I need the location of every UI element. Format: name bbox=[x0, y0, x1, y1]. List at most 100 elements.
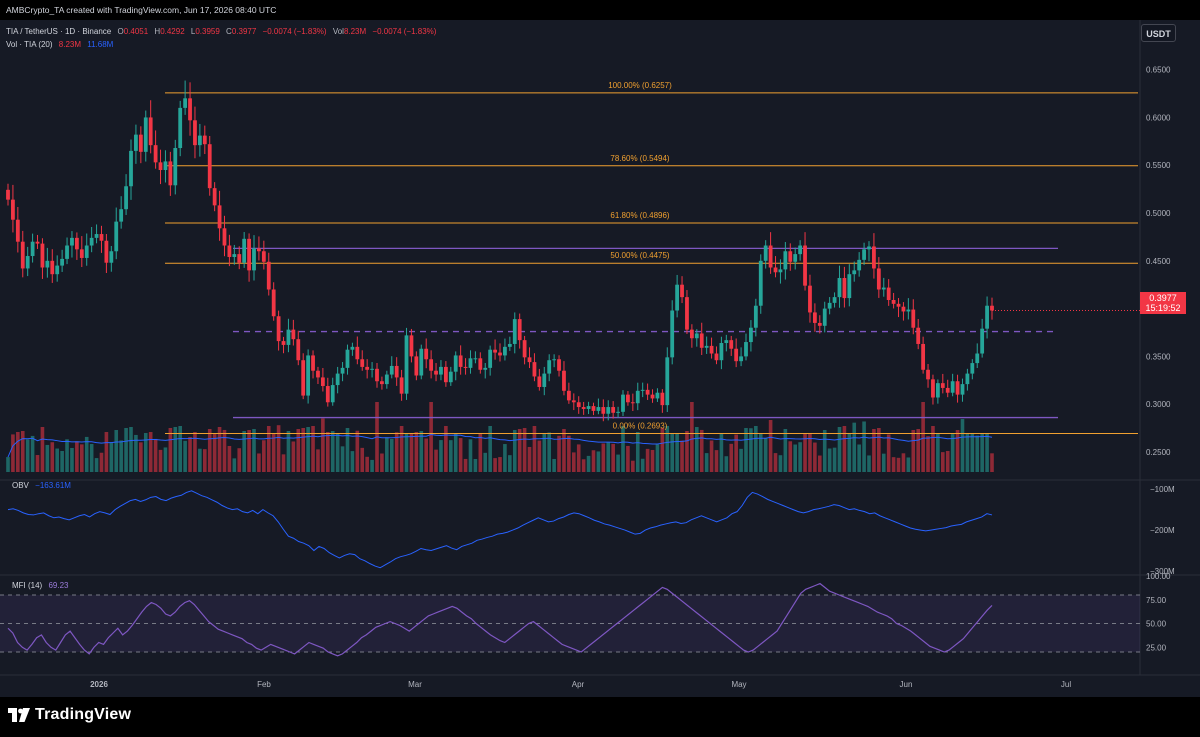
candle-body bbox=[926, 369, 930, 380]
volume-bar bbox=[985, 433, 989, 472]
volume-bar bbox=[527, 446, 532, 472]
volume-bar bbox=[203, 449, 207, 472]
volume-bar bbox=[237, 448, 242, 472]
candle-body bbox=[872, 246, 876, 269]
low-label: L bbox=[190, 27, 196, 36]
volume-bar bbox=[119, 440, 123, 472]
volume-bar bbox=[80, 444, 84, 472]
candle-body bbox=[852, 270, 857, 275]
candle-body bbox=[50, 260, 55, 275]
volume-bar bbox=[872, 429, 876, 472]
candle-body bbox=[832, 297, 837, 303]
candle-body bbox=[876, 268, 881, 290]
symbol-legend: TIA / TetherUS · 1D · Binance O0.4051 H0… bbox=[6, 27, 436, 36]
volume-bar bbox=[749, 428, 753, 472]
volume-bar bbox=[734, 434, 738, 472]
obv-title[interactable]: OBV bbox=[12, 481, 29, 490]
chart-area[interactable]: 0.65000.60000.55000.50000.45000.40000.35… bbox=[0, 20, 1200, 697]
volume-bar bbox=[276, 425, 281, 472]
candle-body bbox=[498, 352, 502, 356]
candle-body bbox=[488, 349, 493, 368]
volume-bar bbox=[99, 452, 104, 472]
volume-bar bbox=[321, 418, 325, 472]
volume-bar bbox=[50, 442, 55, 472]
volume-bar bbox=[429, 402, 433, 472]
candle-body bbox=[143, 117, 148, 152]
candle-body bbox=[891, 299, 896, 304]
volume-bar bbox=[596, 451, 601, 472]
volume-bar bbox=[798, 442, 802, 472]
candle-body bbox=[232, 254, 237, 257]
volume-bar bbox=[227, 445, 232, 472]
volume-bar bbox=[537, 440, 542, 472]
mfi-title[interactable]: MFI (14) bbox=[12, 581, 43, 590]
volume-bar bbox=[616, 454, 620, 472]
close-value: 0.3977 bbox=[231, 27, 257, 36]
candle-body bbox=[670, 310, 675, 358]
volume-bar bbox=[926, 436, 930, 472]
volume-bar bbox=[134, 434, 138, 472]
chart-canvas[interactable]: 0.65000.60000.55000.50000.45000.40000.35… bbox=[0, 20, 1200, 697]
candle-body bbox=[114, 221, 119, 252]
volume-bar bbox=[488, 426, 492, 472]
volume-bar bbox=[414, 432, 419, 472]
tradingview-logo-text: TradingView bbox=[35, 706, 132, 723]
volume-bar bbox=[458, 438, 463, 472]
volume-bar bbox=[188, 437, 192, 472]
candle-body bbox=[276, 316, 281, 342]
volume-bar bbox=[286, 431, 291, 472]
volume-bar bbox=[439, 440, 443, 472]
candle-body bbox=[296, 339, 301, 361]
volume-ma-value: 11.68M bbox=[87, 40, 114, 49]
candle-body bbox=[439, 366, 443, 375]
candle-body bbox=[207, 144, 212, 189]
volume-bar bbox=[581, 459, 586, 472]
volume-bar bbox=[35, 455, 40, 472]
volume-indicator-title[interactable]: Vol · TIA (20) bbox=[6, 40, 53, 49]
candle-body bbox=[906, 309, 911, 312]
volume-bar bbox=[945, 450, 950, 472]
volume-bar bbox=[990, 453, 994, 472]
candle-body bbox=[793, 254, 798, 262]
volume-bar bbox=[670, 434, 674, 472]
volume-bar bbox=[498, 457, 502, 472]
volume-bar bbox=[389, 438, 394, 472]
volume-bar bbox=[163, 447, 168, 472]
candle-body bbox=[316, 370, 320, 378]
candle-body bbox=[680, 284, 684, 298]
candle-body bbox=[522, 340, 527, 358]
obv-tick-label: −300M bbox=[1150, 567, 1175, 576]
volume-bar bbox=[350, 451, 355, 472]
candle-body bbox=[99, 234, 104, 241]
volume-bar bbox=[434, 449, 438, 472]
fib-level-label: 50.00% (0.4475) bbox=[610, 251, 669, 260]
volume-bar bbox=[931, 426, 935, 472]
candle-body bbox=[822, 308, 827, 326]
volume-bar bbox=[621, 426, 625, 472]
last-price-value: 0.3977 bbox=[1149, 293, 1177, 303]
currency-button[interactable]: USDT bbox=[1141, 24, 1176, 42]
candle-body bbox=[655, 392, 660, 399]
candle-body bbox=[699, 333, 704, 348]
candle-body bbox=[458, 355, 463, 367]
volume-bar bbox=[901, 453, 906, 472]
candle-body bbox=[404, 335, 409, 394]
candle-body bbox=[168, 161, 173, 186]
volume-bar bbox=[542, 433, 547, 472]
volume-bar bbox=[124, 428, 128, 472]
tradingview-logo[interactable]: TradingView bbox=[8, 706, 131, 724]
volume-bar bbox=[793, 444, 797, 472]
volume-bar bbox=[355, 430, 360, 472]
candle-body bbox=[768, 245, 773, 268]
mfi-tick-label: 25.00 bbox=[1146, 643, 1167, 652]
candle-body bbox=[148, 117, 153, 146]
candle-body bbox=[197, 135, 202, 146]
symbol-title[interactable]: TIA / TetherUS · 1D · Binance bbox=[6, 27, 112, 36]
volume-bar bbox=[916, 429, 920, 472]
volume-bar bbox=[207, 429, 212, 472]
high-label: H bbox=[154, 27, 161, 36]
volume-bar bbox=[242, 431, 246, 472]
volume-bar bbox=[808, 433, 812, 472]
candle-body bbox=[350, 346, 355, 350]
